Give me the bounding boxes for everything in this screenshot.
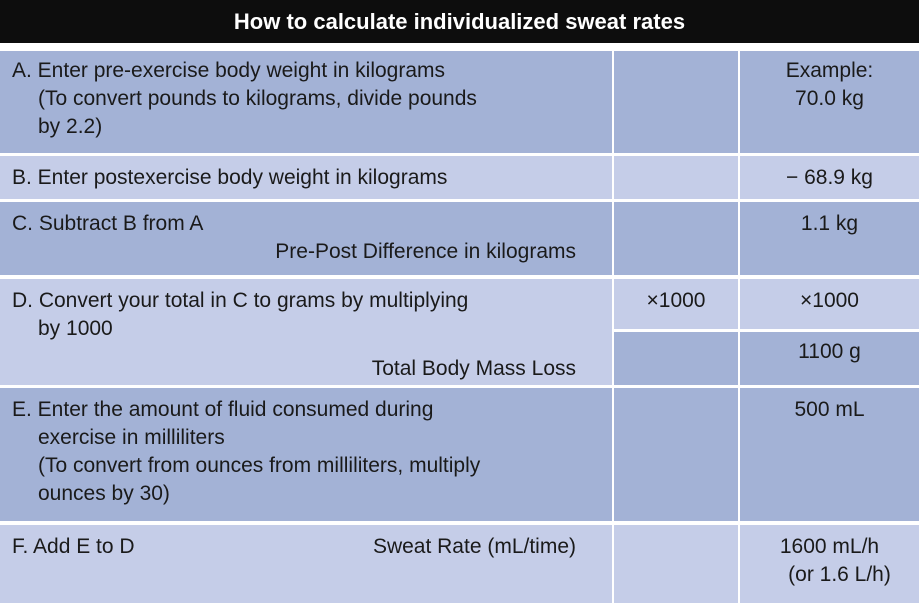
row-a-multiplier-cell — [614, 51, 738, 153]
row-c-description: C. Subtract B from A Pre-Post Difference… — [0, 202, 612, 275]
row-c-multiplier-cell — [614, 202, 738, 275]
row-b-multiplier-cell — [614, 156, 738, 199]
table-title: How to calculate individualized sweat ra… — [0, 0, 919, 43]
row-d-value: 1100 g — [798, 340, 861, 363]
row-e-line4: ounces by 30) — [38, 482, 170, 505]
row-d-multiplier: ×1000 — [646, 289, 706, 312]
row-d-value-multiplier-cell: ×1000 — [740, 279, 919, 329]
row-a-value-cell: Example: 70.0 kg — [740, 51, 919, 153]
row-e-line1: E. Enter the amount of fluid consumed du… — [12, 398, 434, 421]
row-a-description: A. Enter pre-exercise body weight in kil… — [0, 51, 612, 153]
row-b-value-cell: − 68.9 kg — [740, 156, 919, 199]
row-b-value: − 68.9 kg — [786, 166, 873, 189]
row-f-label: Sweat Rate (mL/time) — [372, 535, 576, 558]
row-d-line2: by 1000 — [38, 317, 113, 340]
row-a-line3: by 2.2) — [38, 115, 103, 138]
row-d-line1: D. Convert your total in C to grams by m… — [12, 289, 469, 312]
row-f-description: F. Add E to D Sweat Rate (mL/time) — [0, 525, 612, 603]
row-e-line3: (To convert from ounces from milliliters… — [38, 454, 481, 477]
row-f-value2: (or 1.6 L/h) — [788, 563, 891, 586]
example-label: Example: — [785, 59, 874, 82]
row-e-line2: exercise in milliliters — [38, 426, 225, 449]
row-a-value: 70.0 kg — [795, 87, 864, 110]
row-b-line1: B. Enter postexercise body weight in kil… — [12, 166, 448, 189]
row-a-line2: (To convert pounds to kilograms, divide … — [38, 87, 477, 110]
row-f-multiplier-cell — [614, 525, 738, 603]
row-b-description: B. Enter postexercise body weight in kil… — [0, 156, 612, 199]
row-f-value-cell: 1600 mL/h (or 1.6 L/h) — [740, 525, 919, 603]
row-f-value1: 1600 mL/h — [779, 535, 880, 558]
row-c-value-cell: 1.1 kg — [740, 202, 919, 275]
row-e-description: E. Enter the amount of fluid consumed du… — [0, 388, 612, 521]
row-d-line3: Total Body Mass Loss — [371, 357, 576, 380]
row-d-multiplier-cell: ×1000 — [614, 279, 738, 329]
row-e-value-cell: 500 mL — [740, 388, 919, 521]
row-c-value: 1.1 kg — [800, 212, 859, 235]
row-d-description: D. Convert your total in C to grams by m… — [0, 279, 612, 385]
row-e-value: 500 mL — [794, 398, 865, 421]
row-d-value-cell: 1100 g — [740, 332, 919, 385]
row-c-line2: Pre-Post Difference in kilograms — [275, 240, 576, 263]
row-e-multiplier-cell — [614, 388, 738, 521]
row-a-line1: A. Enter pre-exercise body weight in kil… — [12, 59, 446, 82]
row-f-line1: F. Add E to D — [12, 535, 135, 558]
row-c-line1: C. Subtract B from A — [12, 212, 204, 235]
row-d-value-multiplier: ×1000 — [800, 289, 859, 312]
row-d-lower-multiplier-cell — [614, 332, 738, 385]
